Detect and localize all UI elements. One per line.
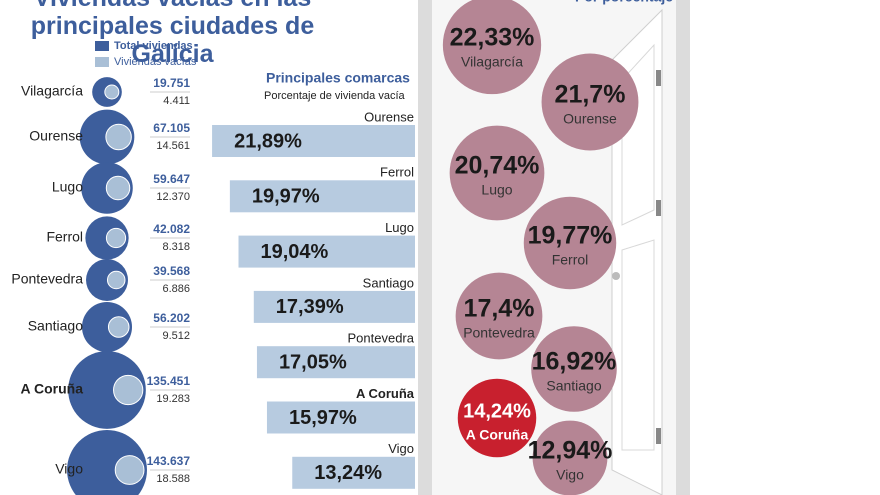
total-bubble: [68, 351, 146, 429]
bar: [256, 346, 415, 379]
empty-label: 19.283: [156, 393, 190, 405]
bar-value: 19,04%: [260, 241, 328, 263]
bar-category: A Coruña: [356, 386, 415, 401]
percent-label: 22,33%: [450, 24, 535, 52]
city-label: Ourense: [29, 128, 83, 144]
city-label: A Coruña: [21, 381, 84, 397]
percent-city: Vigo: [556, 467, 584, 483]
percent-circle: [442, 0, 542, 95]
city-label: Vilagarcía: [21, 83, 83, 99]
percent-label: 20,74%: [455, 152, 540, 180]
bar-value: 17,05%: [279, 351, 347, 373]
circles-title: Por porcentaje: [575, 0, 673, 5]
empty-label: 12.370: [156, 191, 190, 203]
legend-label: Viviendas vacías: [114, 56, 197, 68]
empty-label: 8.318: [162, 241, 190, 253]
city-label: Lugo: [52, 179, 83, 195]
total-label: 143.637: [147, 454, 191, 468]
total-label: 135.451: [147, 374, 191, 388]
percent-circle: [532, 420, 608, 495]
legend-swatch: [95, 57, 109, 67]
percent-city: Lugo: [481, 182, 512, 198]
percent-label: 14,24%: [463, 400, 531, 422]
chart-title: Viviendas vacías en las principales ciud…: [30, 0, 315, 68]
bar: [229, 180, 415, 213]
bar: [253, 290, 415, 323]
empty-bubble: [114, 455, 145, 485]
empty-label: 9.512: [162, 330, 190, 342]
empty-bubble: [105, 123, 132, 151]
percent-label: 16,92%: [532, 348, 617, 376]
total-label: 19.751: [153, 76, 190, 90]
percent-label: 12,94%: [528, 437, 613, 465]
bar: [238, 235, 415, 268]
bar-subtitle: Porcentaje de vivienda vacía: [264, 90, 406, 102]
percent-circle: [531, 326, 617, 412]
total-label: 67.105: [153, 121, 190, 135]
percent-city: Pontevedra: [463, 325, 535, 341]
bar-category: Ferrol: [380, 165, 414, 180]
city-label: Pontevedra: [11, 271, 83, 287]
percent-label: 21,7%: [555, 81, 626, 109]
total-label: 39.568: [153, 264, 190, 278]
total-label: 59.647: [153, 172, 190, 186]
bar-value: 21,89%: [234, 130, 302, 152]
empty-bubble: [107, 316, 130, 338]
percent-city: Vilagarcía: [461, 54, 523, 70]
bar-category: Vigo: [388, 441, 414, 456]
empty-bubble: [105, 175, 131, 201]
total-label: 42.082: [153, 222, 190, 236]
bar: [266, 401, 415, 434]
percent-circle: [449, 125, 545, 221]
legend-swatch: [95, 41, 109, 51]
empty-bubble: [105, 227, 127, 249]
percent-city: Ferrol: [552, 252, 589, 268]
percent-city: Ourense: [563, 111, 617, 127]
bar-category: Lugo: [385, 220, 414, 235]
bar-value: 13,24%: [314, 462, 382, 484]
bar-value: 15,97%: [289, 407, 357, 429]
bar-category: Ourense: [364, 109, 414, 124]
percent-label: 17,4%: [464, 295, 535, 323]
bar-value: 19,97%: [252, 186, 320, 208]
percent-label: 19,77%: [528, 222, 613, 250]
city-label: Santiago: [28, 318, 83, 334]
empty-label: 4.411: [163, 95, 190, 107]
bar-category: Santiago: [363, 275, 414, 290]
percent-circle: [523, 196, 617, 290]
bar-category: Pontevedra: [348, 331, 415, 346]
bar-value: 17,39%: [276, 296, 344, 318]
empty-bubble: [106, 270, 126, 290]
bar: [212, 125, 415, 157]
empty-bubble: [113, 374, 144, 406]
city-label: Vigo: [55, 461, 83, 477]
total-bubble: [81, 301, 133, 353]
bar: [292, 456, 415, 489]
percent-city: A Coruña: [466, 427, 529, 443]
percent-circle: [455, 272, 543, 360]
percent-city: Santiago: [546, 378, 601, 394]
legend-label: Total viviendas: [114, 40, 193, 52]
empty-label: 14.561: [156, 140, 190, 152]
empty-label: 18.588: [156, 473, 190, 485]
empty-label: 6.886: [162, 283, 190, 295]
city-label: Ferrol: [46, 229, 83, 245]
percent-circle: [541, 53, 639, 151]
empty-bubble: [104, 84, 120, 100]
total-label: 56.202: [153, 311, 190, 325]
percent-circle: [457, 378, 537, 458]
bar-title: Principales comarcas: [266, 70, 410, 86]
